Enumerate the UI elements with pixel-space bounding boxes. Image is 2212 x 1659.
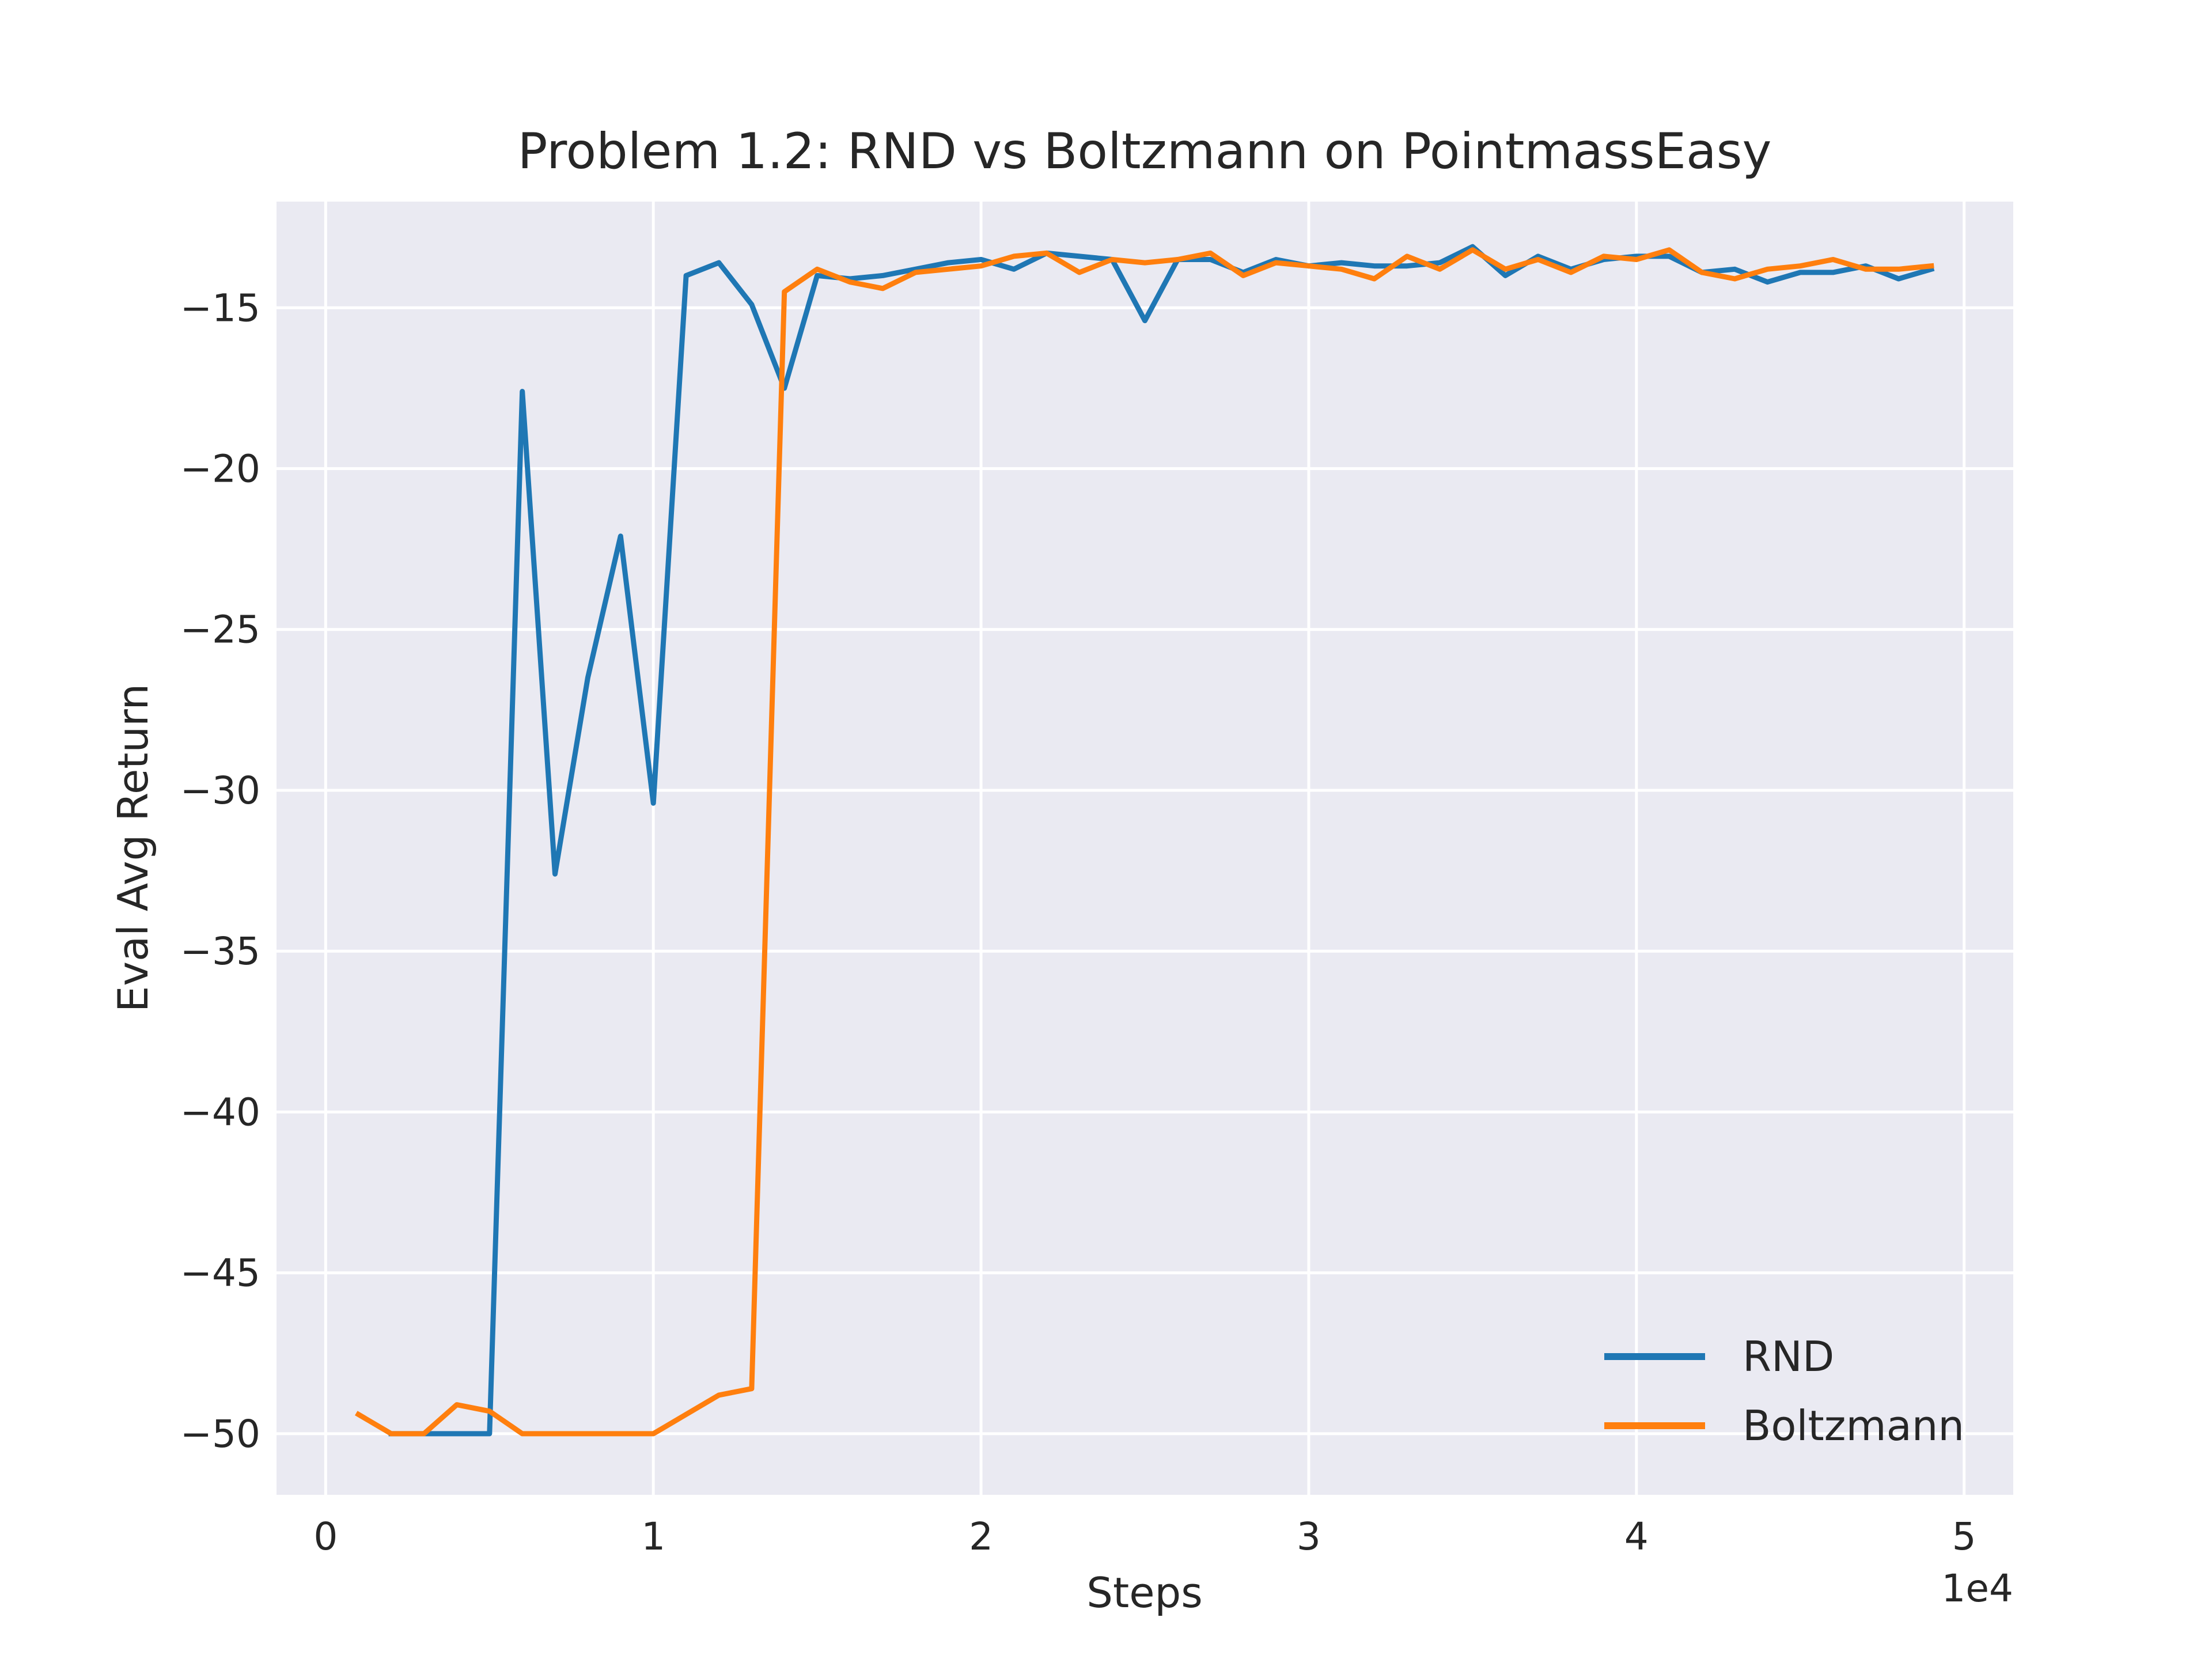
series-layer <box>355 244 1935 1437</box>
x-tick-labels: 0 1 2 3 4 5 <box>313 1514 1976 1559</box>
y-tick-label: −20 <box>180 447 260 491</box>
series-line-rnd <box>388 244 1935 1437</box>
y-tick-label: −30 <box>180 768 260 813</box>
x-axis-label: Steps <box>1086 1569 1202 1617</box>
x-tick-label: 0 <box>313 1514 338 1559</box>
y-tick-label: −40 <box>180 1090 260 1134</box>
legend: RND Boltzmann <box>1604 1332 1964 1450</box>
x-tick-label: 1 <box>641 1514 665 1559</box>
y-tick-label: −15 <box>180 286 260 330</box>
y-tick-label: −25 <box>180 608 260 652</box>
x-tick-label: 2 <box>969 1514 993 1559</box>
legend-label-rnd: RND <box>1743 1332 1834 1381</box>
x-tick-label: 4 <box>1624 1514 1649 1559</box>
y-tick-label: −35 <box>180 929 260 974</box>
y-tick-label: −45 <box>180 1251 260 1296</box>
grid <box>276 202 2013 1495</box>
y-tick-labels: −15 −20 −25 −30 −35 −40 −45 −50 <box>180 286 260 1456</box>
y-axis-label: Eval Avg Return <box>109 684 157 1012</box>
chart-title: Problem 1.2: RND vs Boltzmann on Pointma… <box>518 123 1772 180</box>
x-tick-label: 3 <box>1297 1514 1321 1559</box>
y-tick-label: −50 <box>180 1412 260 1456</box>
x-tick-label: 5 <box>1952 1514 1976 1559</box>
series-line-boltzmann <box>355 247 1934 1437</box>
plot-area <box>276 202 2013 1495</box>
legend-label-boltzmann: Boltzmann <box>1743 1402 1964 1450</box>
x-offset-text: 1e4 <box>1941 1566 2013 1611</box>
